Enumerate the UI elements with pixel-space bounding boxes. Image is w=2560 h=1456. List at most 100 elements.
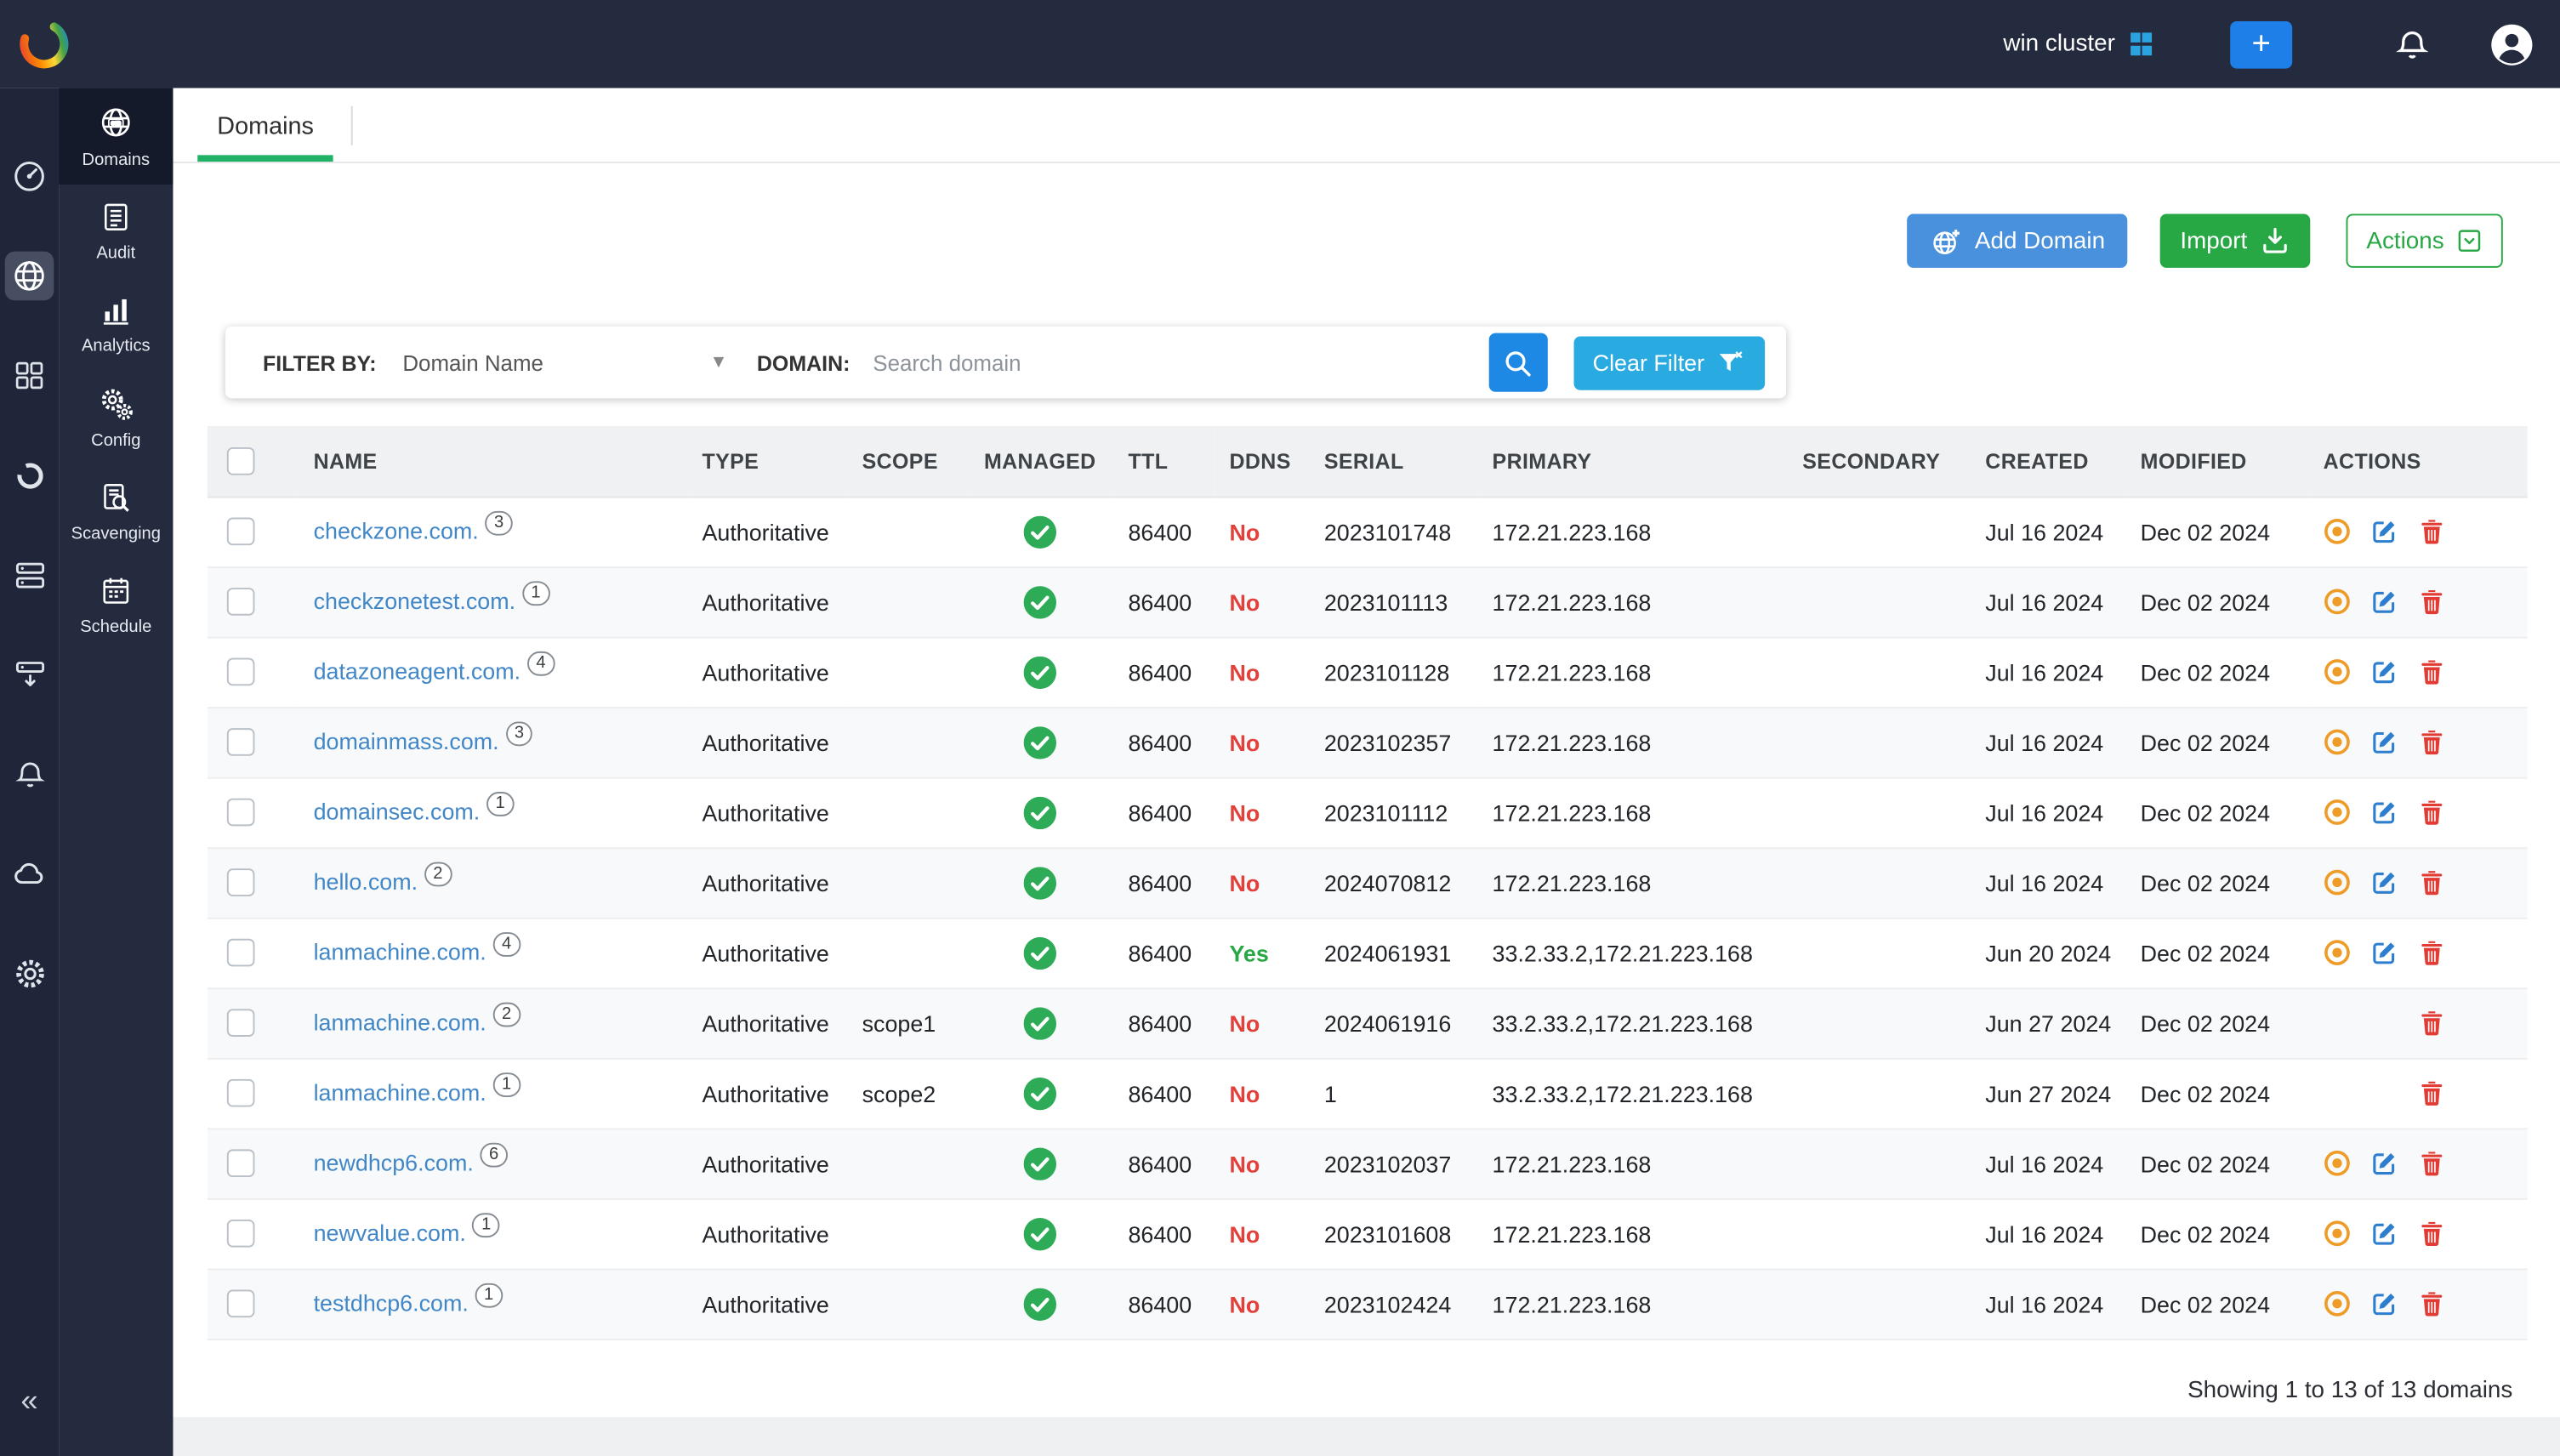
- edit-domain-icon[interactable]: [2370, 866, 2418, 898]
- edit-domain-icon[interactable]: [2370, 936, 2418, 969]
- delete-domain-icon[interactable]: [2418, 936, 2466, 969]
- clear-filter-button[interactable]: Clear Filter: [1573, 335, 1766, 390]
- delete-domain-icon[interactable]: [2418, 866, 2466, 898]
- row-checkbox[interactable]: [226, 518, 255, 546]
- edit-domain-icon[interactable]: [2370, 515, 2418, 548]
- domain-link[interactable]: checkzone.com.: [313, 516, 479, 543]
- domain-link[interactable]: lanmachine.com.: [313, 1078, 486, 1105]
- row-checkbox[interactable]: [226, 658, 255, 686]
- delete-domain-icon[interactable]: [2418, 1006, 2466, 1038]
- row-checkbox[interactable]: [226, 799, 255, 828]
- tab-domains[interactable]: Domains: [197, 112, 333, 162]
- actions-button[interactable]: Actions: [2347, 213, 2503, 268]
- edit-domain-icon[interactable]: [2370, 656, 2418, 688]
- sidebar-item-scavenging[interactable]: Scavenging: [59, 465, 173, 558]
- filter-bar: FILTER BY: Domain Name ▼ DOMAIN:: [225, 326, 1787, 399]
- created-cell: Jul 16 2024: [1971, 776, 2126, 849]
- disable-domain-icon[interactable]: [2324, 1217, 2371, 1249]
- delete-domain-icon[interactable]: [2418, 656, 2466, 688]
- row-checkbox[interactable]: [226, 728, 255, 757]
- delete-domain-icon[interactable]: [2418, 725, 2466, 758]
- column-header-managed: MANAGED: [966, 426, 1114, 498]
- app-logo-icon[interactable]: [10, 16, 79, 71]
- edit-domain-icon[interactable]: [2370, 1147, 2418, 1180]
- search-domain-input[interactable]: [873, 350, 1488, 375]
- admin-gear-icon[interactable]: [5, 948, 54, 998]
- domain-link[interactable]: domainsec.com.: [313, 797, 481, 824]
- sidebar-item-schedule[interactable]: Schedule: [59, 559, 173, 651]
- audit-log-icon: [100, 201, 132, 233]
- add-domain-button[interactable]: Add Domain: [1906, 213, 2128, 268]
- row-checkbox[interactable]: [226, 868, 255, 897]
- disable-domain-icon[interactable]: [2324, 866, 2371, 898]
- domain-link[interactable]: newdhcp6.com.: [313, 1148, 474, 1175]
- domain-link[interactable]: datazoneagent.com.: [313, 657, 521, 684]
- delete-domain-icon[interactable]: [2418, 1288, 2466, 1320]
- disable-domain-icon[interactable]: [2324, 515, 2371, 548]
- domain-link[interactable]: domainmass.com.: [313, 727, 499, 754]
- domain-link[interactable]: lanmachine.com.: [313, 1008, 486, 1035]
- reports-doughnut-icon[interactable]: [5, 451, 54, 500]
- secondary-cell: [1788, 987, 1971, 1059]
- cluster-selector[interactable]: win cluster: [2003, 31, 2153, 57]
- delete-domain-icon[interactable]: [2418, 1217, 2466, 1249]
- row-checkbox[interactable]: [226, 588, 255, 617]
- user-avatar-icon[interactable]: [2489, 22, 2534, 66]
- dns-server-icon[interactable]: [5, 650, 54, 699]
- notifications-bell-icon[interactable]: [2393, 26, 2431, 63]
- collapse-sidebar-button[interactable]: «: [20, 1384, 38, 1419]
- dns-globe-icon[interactable]: [4, 251, 54, 301]
- disable-domain-icon[interactable]: [2324, 585, 2371, 617]
- domain-link[interactable]: checkzonetest.com.: [313, 587, 516, 613]
- sidebar-item-domains[interactable]: con Domains: [59, 88, 174, 185]
- edit-domain-icon[interactable]: [2370, 796, 2418, 828]
- domain-link[interactable]: newvalue.com.: [313, 1219, 466, 1245]
- row-checkbox[interactable]: [226, 1150, 255, 1178]
- dashboard-gauge-icon[interactable]: [5, 152, 54, 202]
- record-count-badge: 1: [492, 1072, 521, 1097]
- edit-domain-icon[interactable]: [2370, 1288, 2418, 1320]
- domain-link[interactable]: testdhcp6.com.: [313, 1288, 469, 1316]
- row-checkbox[interactable]: [226, 1010, 255, 1038]
- delete-domain-icon[interactable]: [2418, 796, 2466, 828]
- filter-by-select[interactable]: Domain Name ▼: [402, 350, 737, 375]
- delete-domain-icon[interactable]: [2418, 515, 2466, 548]
- schedule-calendar-icon: [100, 575, 132, 607]
- search-button[interactable]: [1488, 333, 1547, 392]
- edit-domain-icon[interactable]: [2370, 1217, 2418, 1249]
- edit-domain-icon[interactable]: [2370, 585, 2418, 617]
- alerts-bell-icon[interactable]: [5, 749, 54, 799]
- select-all-checkbox[interactable]: [226, 446, 255, 475]
- managed-check-icon: [1023, 1077, 1057, 1110]
- tabbar: Domains: [173, 88, 2560, 163]
- disable-domain-icon[interactable]: [2324, 936, 2371, 969]
- disable-domain-icon[interactable]: [2324, 656, 2371, 688]
- quick-add-button[interactable]: +: [2230, 20, 2293, 68]
- row-checkbox[interactable]: [226, 1079, 255, 1108]
- import-button[interactable]: Import: [2160, 213, 2312, 268]
- domain-link[interactable]: hello.com.: [313, 867, 418, 895]
- sidebar-item-label: Config: [91, 430, 141, 451]
- row-checkbox[interactable]: [226, 1290, 255, 1318]
- disable-domain-icon[interactable]: [2324, 796, 2371, 828]
- modified-cell: Dec 02 2024: [2125, 496, 2309, 568]
- delete-domain-icon[interactable]: [2418, 1077, 2466, 1109]
- dhcp-server-icon[interactable]: [5, 550, 54, 600]
- sidebar-item-analytics[interactable]: Analytics: [59, 277, 173, 370]
- import-label: Import: [2180, 227, 2248, 254]
- delete-domain-icon[interactable]: [2418, 1147, 2466, 1180]
- cloud-icon[interactable]: [5, 849, 54, 898]
- modules-grid-icon[interactable]: [5, 351, 54, 401]
- edit-domain-icon[interactable]: [2370, 725, 2418, 758]
- row-checkbox[interactable]: [226, 1220, 255, 1248]
- sidebar-item-audit[interactable]: Audit: [59, 185, 173, 277]
- disable-domain-icon[interactable]: [2324, 1288, 2371, 1320]
- delete-domain-icon[interactable]: [2418, 585, 2466, 617]
- disable-domain-icon[interactable]: [2324, 1147, 2371, 1180]
- row-checkbox[interactable]: [226, 939, 255, 968]
- disable-domain-icon[interactable]: [2324, 725, 2371, 758]
- scope-cell: scope1: [847, 987, 967, 1059]
- domain-link[interactable]: lanmachine.com.: [313, 937, 486, 964]
- ttl-cell: 86400: [1113, 1057, 1215, 1129]
- sidebar-item-config[interactable]: Config: [59, 371, 173, 465]
